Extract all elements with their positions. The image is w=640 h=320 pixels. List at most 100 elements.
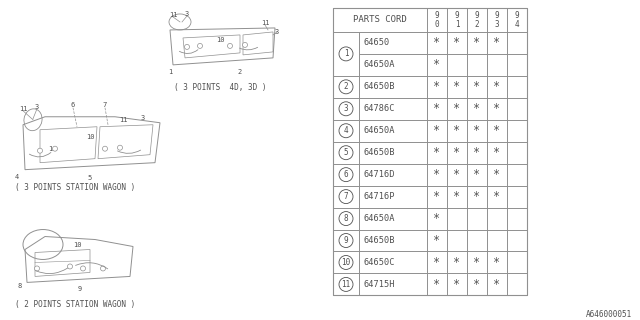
Text: *: * xyxy=(433,80,440,93)
Text: 3: 3 xyxy=(141,115,145,121)
Bar xyxy=(333,32,359,76)
Text: *: * xyxy=(433,234,440,247)
Bar xyxy=(487,98,507,120)
Text: 2: 2 xyxy=(344,82,348,91)
Text: 9: 9 xyxy=(344,236,348,245)
Text: ( 2 POINTS STATION WAGON ): ( 2 POINTS STATION WAGON ) xyxy=(15,300,135,309)
Bar xyxy=(447,186,467,208)
Bar xyxy=(507,8,527,32)
Bar xyxy=(467,8,487,32)
Text: *: * xyxy=(433,168,440,181)
Bar xyxy=(467,229,487,252)
Text: *: * xyxy=(453,256,461,269)
Bar xyxy=(427,208,447,229)
Text: 9
0: 9 0 xyxy=(435,11,439,28)
Text: ( 3 POINTS  4D, 3D ): ( 3 POINTS 4D, 3D ) xyxy=(173,83,266,92)
Bar xyxy=(507,252,527,274)
Text: 11: 11 xyxy=(119,117,127,123)
Bar xyxy=(427,8,447,32)
Circle shape xyxy=(81,266,86,271)
Text: 64650B: 64650B xyxy=(363,148,394,157)
Text: *: * xyxy=(474,256,481,269)
Text: 9
1: 9 1 xyxy=(454,11,460,28)
Circle shape xyxy=(243,43,248,47)
Bar xyxy=(487,76,507,98)
Bar xyxy=(487,54,507,76)
Text: 64650A: 64650A xyxy=(363,60,394,69)
Bar xyxy=(467,54,487,76)
Circle shape xyxy=(184,44,189,49)
Bar xyxy=(487,32,507,54)
Text: 64650: 64650 xyxy=(363,38,389,47)
Bar xyxy=(359,164,427,186)
Bar xyxy=(333,274,359,295)
Bar xyxy=(467,142,487,164)
Text: PARTS CORD: PARTS CORD xyxy=(353,15,407,24)
Bar xyxy=(427,164,447,186)
Bar xyxy=(507,32,527,54)
Text: *: * xyxy=(493,168,500,181)
Bar xyxy=(507,164,527,186)
Bar xyxy=(359,32,427,54)
Bar xyxy=(333,229,359,252)
Bar xyxy=(333,186,359,208)
Bar xyxy=(359,186,427,208)
Text: 10: 10 xyxy=(341,258,351,267)
Bar xyxy=(427,252,447,274)
Bar xyxy=(447,54,467,76)
Bar xyxy=(467,76,487,98)
Text: *: * xyxy=(493,146,500,159)
Text: *: * xyxy=(474,278,481,291)
Bar xyxy=(487,8,507,32)
Bar xyxy=(487,142,507,164)
Text: *: * xyxy=(474,168,481,181)
Text: 4: 4 xyxy=(15,174,19,180)
Text: 11: 11 xyxy=(260,20,269,26)
Text: 3: 3 xyxy=(185,11,189,17)
Bar xyxy=(447,76,467,98)
Text: ( 3 POINTS STATION WAGON ): ( 3 POINTS STATION WAGON ) xyxy=(15,183,135,192)
Text: *: * xyxy=(493,256,500,269)
Text: *: * xyxy=(433,58,440,71)
Bar xyxy=(427,98,447,120)
Text: 64650C: 64650C xyxy=(363,258,394,267)
Text: *: * xyxy=(433,190,440,203)
Text: *: * xyxy=(453,36,461,49)
Circle shape xyxy=(118,145,122,150)
Text: *: * xyxy=(433,124,440,137)
Text: *: * xyxy=(474,36,481,49)
Text: 3: 3 xyxy=(35,104,39,110)
Bar xyxy=(507,142,527,164)
Text: 7: 7 xyxy=(344,192,348,201)
Text: 1: 1 xyxy=(344,49,348,58)
Text: *: * xyxy=(453,278,461,291)
Bar xyxy=(507,274,527,295)
Bar xyxy=(467,274,487,295)
Text: 11: 11 xyxy=(341,280,351,289)
Bar xyxy=(487,120,507,142)
Text: 6: 6 xyxy=(71,102,75,108)
Bar xyxy=(359,229,427,252)
Text: *: * xyxy=(474,80,481,93)
Text: *: * xyxy=(433,278,440,291)
Bar xyxy=(359,142,427,164)
Text: *: * xyxy=(433,146,440,159)
Text: 64650B: 64650B xyxy=(363,236,394,245)
Text: 8: 8 xyxy=(344,214,348,223)
Text: 9
4: 9 4 xyxy=(515,11,519,28)
Text: 10: 10 xyxy=(86,134,94,140)
Bar xyxy=(447,98,467,120)
Bar xyxy=(359,54,427,76)
Bar xyxy=(467,208,487,229)
Bar xyxy=(359,252,427,274)
Bar xyxy=(447,142,467,164)
Bar xyxy=(333,208,359,229)
Text: 3: 3 xyxy=(344,104,348,113)
Text: 64650A: 64650A xyxy=(363,214,394,223)
Text: *: * xyxy=(493,278,500,291)
Bar xyxy=(427,142,447,164)
Text: 4: 4 xyxy=(344,126,348,135)
Bar xyxy=(447,208,467,229)
Text: *: * xyxy=(474,146,481,159)
Bar xyxy=(427,229,447,252)
